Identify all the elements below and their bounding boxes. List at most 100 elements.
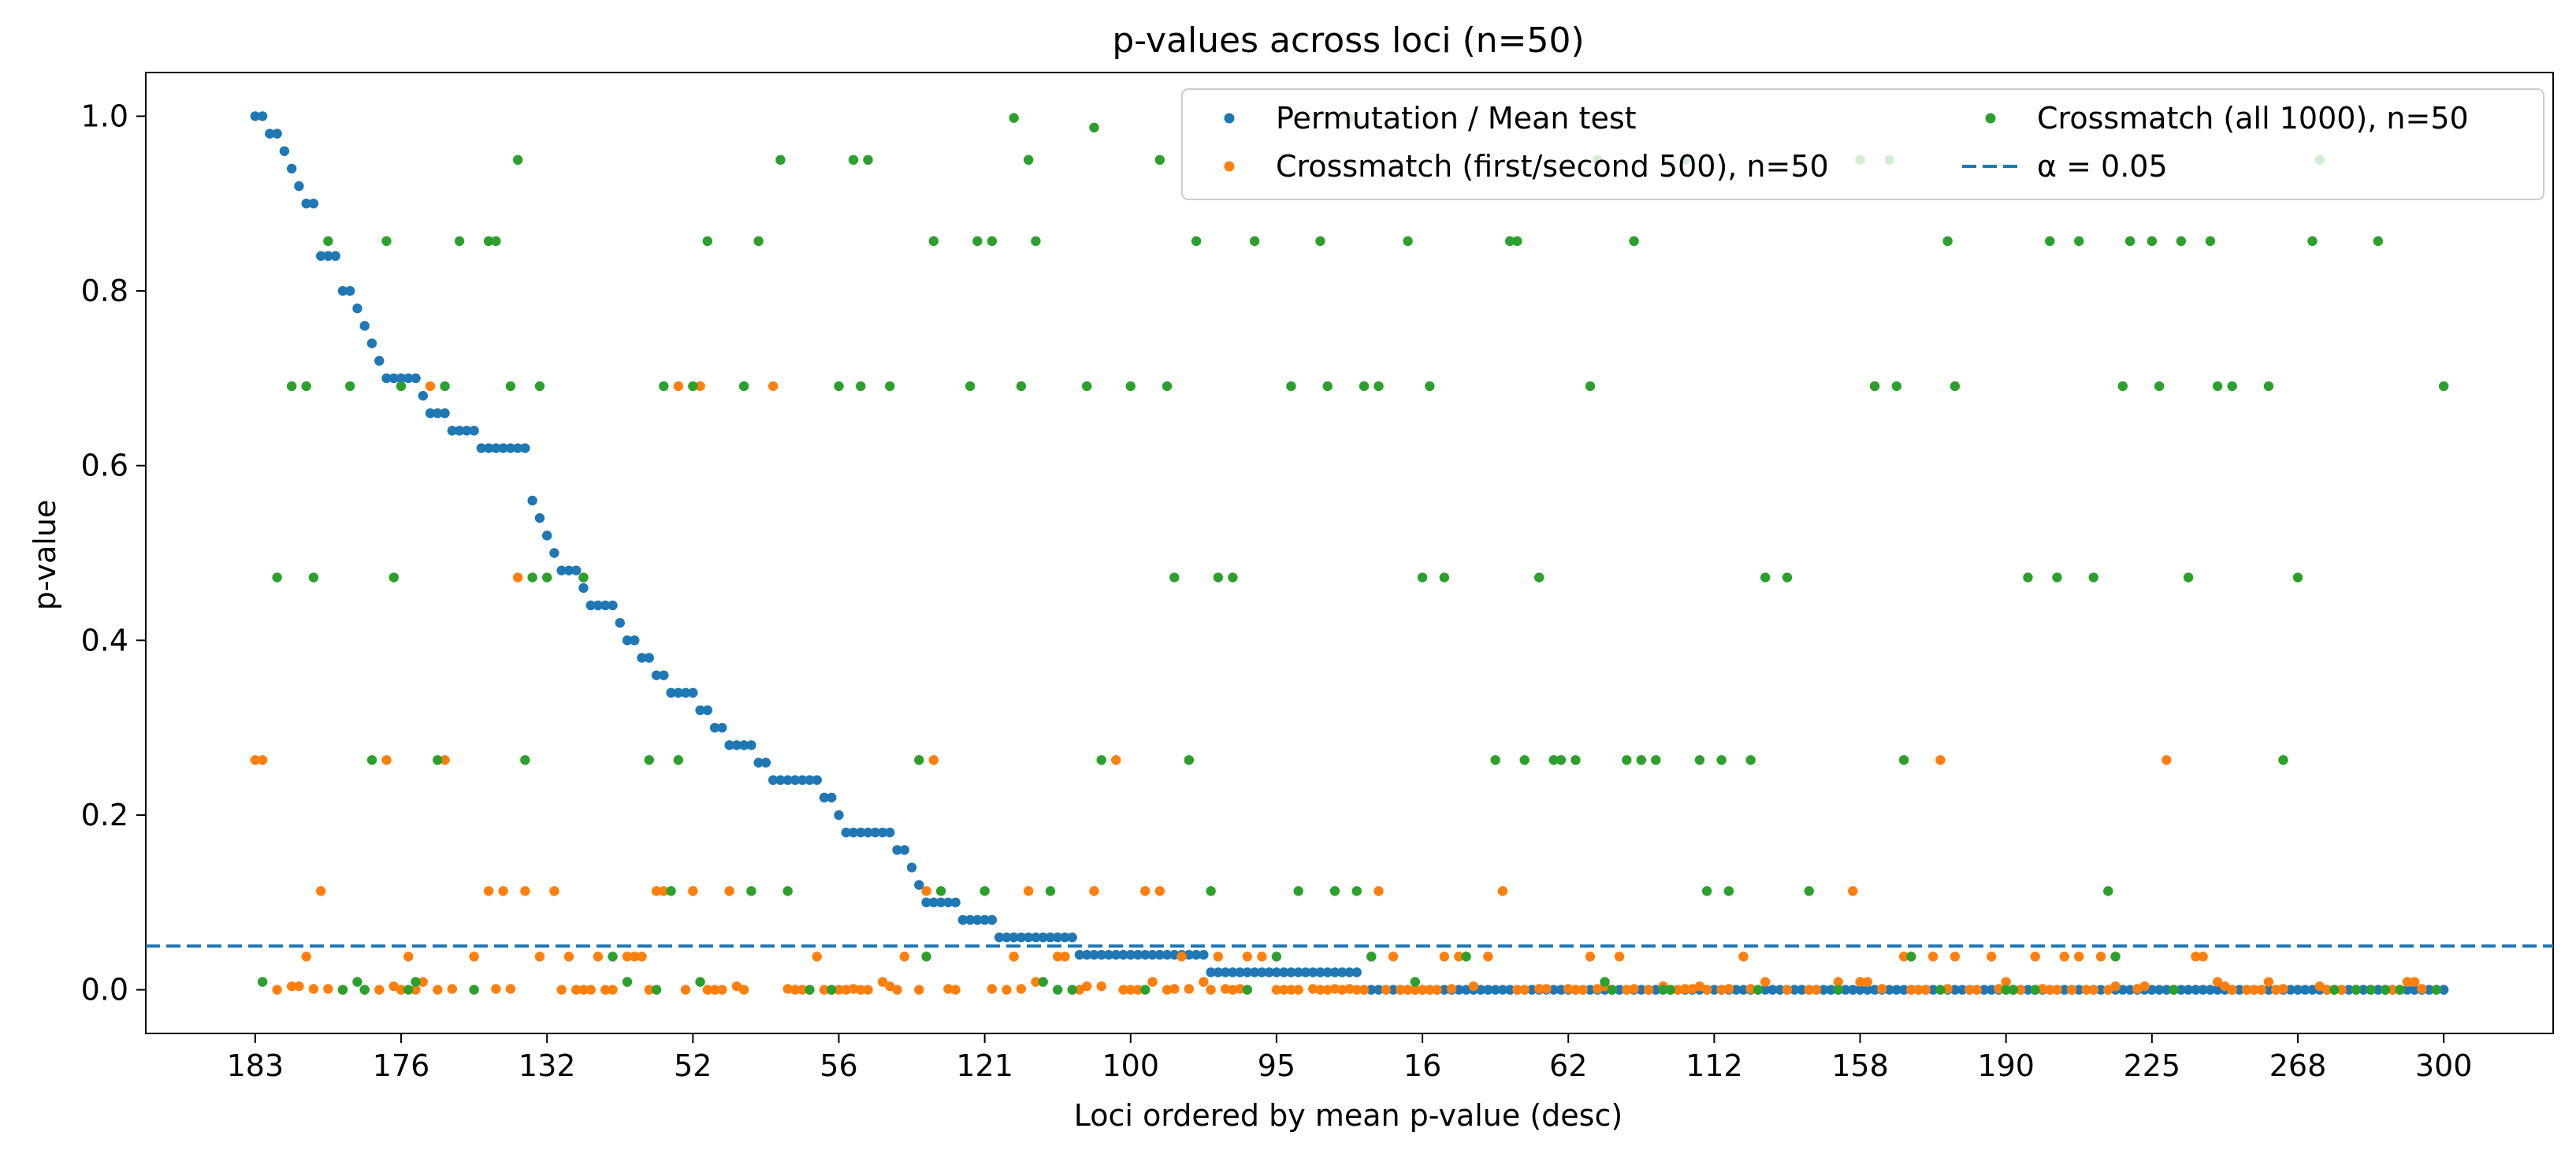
y-axis: 0.0 0.2 0.4 0.6 0.8 1.0: [81, 99, 146, 1007]
point-permutation: [724, 740, 734, 750]
point-permutation: [1651, 985, 1661, 995]
point-crossmatch-all: [2045, 236, 2055, 247]
point-crossmatch-all: [2147, 236, 2158, 247]
point-permutation: [834, 810, 844, 821]
point-crossmatch-split: [812, 951, 822, 962]
point-crossmatch-split: [717, 985, 727, 995]
point-permutation: [600, 600, 611, 611]
point-crossmatch-all: [1534, 572, 1544, 583]
point-crossmatch-all: [541, 572, 552, 583]
point-crossmatch-all: [651, 985, 662, 995]
point-crossmatch-split: [731, 981, 742, 992]
point-permutation: [265, 128, 275, 139]
point-crossmatch-split: [381, 754, 392, 765]
point-crossmatch-split: [1965, 985, 1975, 995]
point-crossmatch-all: [1089, 122, 1099, 133]
legend-marker: [1985, 113, 1996, 124]
point-crossmatch-all: [695, 977, 705, 987]
point-permutation: [2095, 985, 2106, 995]
point-crossmatch-all: [1512, 236, 1522, 247]
point-crossmatch-split: [1578, 985, 1588, 995]
point-crossmatch-all: [1723, 886, 1734, 896]
point-crossmatch-all: [1556, 754, 1567, 765]
point-crossmatch-split: [1396, 985, 1406, 995]
point-crossmatch-split: [1147, 977, 1158, 987]
legend-entry-label: Permutation / Mean test: [1276, 101, 1637, 136]
point-crossmatch-split: [1220, 984, 1231, 994]
point-crossmatch-split: [1920, 985, 1931, 995]
point-permutation: [979, 914, 990, 925]
point-crossmatch-split: [651, 886, 662, 896]
point-permutation: [571, 565, 582, 575]
point-permutation: [2059, 985, 2069, 995]
point-crossmatch-split: [1228, 985, 1238, 995]
point-crossmatch-split: [1293, 985, 1303, 995]
point-crossmatch-split: [1111, 754, 1121, 765]
point-crossmatch-split: [2081, 985, 2091, 995]
point-permutation: [1271, 967, 1282, 977]
point-crossmatch-all: [1038, 977, 1048, 987]
legend-entry-label: Crossmatch (all 1000), n=50: [2037, 101, 2469, 136]
point-crossmatch-all: [1745, 754, 1756, 765]
point-permutation: [1132, 950, 1143, 960]
legend-box: [1181, 88, 2544, 200]
point-crossmatch-split: [2037, 984, 2048, 994]
point-crossmatch-split: [534, 951, 545, 962]
point-permutation: [272, 128, 282, 139]
point-permutation: [315, 251, 326, 261]
point-crossmatch-all: [469, 985, 479, 995]
point-permutation: [250, 111, 261, 121]
point-permutation: [418, 390, 428, 401]
point-permutation: [1869, 985, 1880, 995]
y-tick-label: 0.6: [81, 449, 128, 483]
point-permutation: [608, 600, 618, 611]
point-crossmatch-split: [1278, 985, 1289, 995]
point-crossmatch-all: [1833, 985, 1843, 995]
point-permutation: [2198, 985, 2208, 995]
point-crossmatch-all: [2366, 985, 2376, 995]
point-permutation: [425, 408, 436, 419]
point-crossmatch-split: [1745, 984, 1756, 994]
point-crossmatch-all: [2169, 985, 2179, 995]
point-permutation: [1373, 985, 1384, 995]
point-crossmatch-split: [1694, 981, 1705, 992]
point-crossmatch-split: [1206, 985, 1216, 995]
point-permutation: [1067, 932, 1077, 943]
point-crossmatch-split: [1534, 984, 1544, 994]
point-permutation: [1614, 985, 1625, 995]
point-permutation: [1213, 967, 1224, 977]
point-crossmatch-split: [877, 977, 888, 987]
point-crossmatch-split: [688, 886, 698, 896]
point-crossmatch-split: [1629, 984, 1639, 994]
legend-entry-label: Crossmatch (first/second 500), n=50: [1276, 149, 1829, 184]
point-crossmatch-split: [1541, 984, 1552, 994]
point-crossmatch-split: [411, 985, 421, 995]
point-permutation: [330, 251, 340, 261]
point-crossmatch-split: [1410, 985, 1421, 995]
point-permutation: [1344, 967, 1355, 977]
point-crossmatch-split: [1235, 984, 1245, 994]
point-crossmatch-split: [1680, 984, 1690, 994]
point-crossmatch-split: [1403, 985, 1413, 995]
point-crossmatch-split: [1804, 985, 1814, 995]
point-crossmatch-split: [1337, 985, 1347, 995]
point-permutation: [775, 775, 786, 785]
x-tick-label: 183: [227, 1048, 284, 1083]
point-permutation: [440, 408, 450, 419]
point-permutation: [2074, 985, 2084, 995]
point-crossmatch-all: [388, 572, 399, 583]
point-crossmatch-all: [578, 572, 589, 583]
point-crossmatch-split: [1388, 951, 1399, 962]
point-permutation: [1300, 967, 1311, 977]
point-permutation: [1023, 932, 1034, 943]
point-permutation: [819, 792, 830, 802]
point-crossmatch-split: [323, 984, 333, 994]
point-crossmatch-split: [987, 984, 998, 994]
point-permutation: [1760, 985, 1771, 995]
point-crossmatch-all: [1636, 754, 1646, 765]
point-permutation: [1475, 985, 1486, 995]
point-permutation: [512, 443, 523, 453]
point-crossmatch-all: [2052, 572, 2062, 583]
point-permutation: [1169, 950, 1180, 960]
point-crossmatch-all: [2117, 381, 2128, 392]
